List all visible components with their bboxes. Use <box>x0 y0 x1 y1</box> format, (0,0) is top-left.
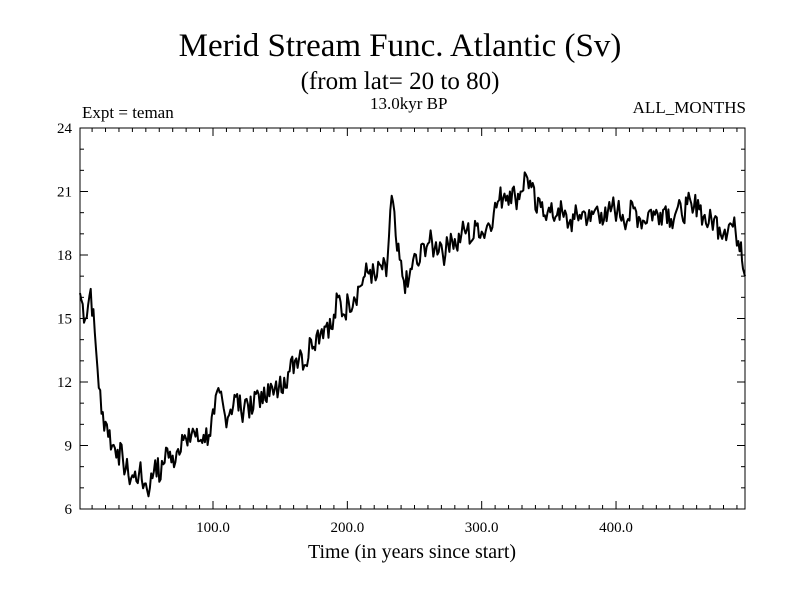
x-tick-label: 300.0 <box>465 520 499 536</box>
y-tick-label: 24 <box>57 121 73 137</box>
series-line <box>79 171 746 498</box>
y-tick-label: 21 <box>57 185 72 201</box>
epoch-label: 13.0kyr BP <box>370 94 448 113</box>
y-tick-label: 15 <box>57 312 72 328</box>
x-axis-label: Time (in years since start) <box>308 541 516 563</box>
y-tick-label: 18 <box>57 248 72 264</box>
x-tick-label: 400.0 <box>599 520 633 536</box>
y-tick-label: 9 <box>65 439 73 455</box>
y-tick-label: 6 <box>65 502 73 518</box>
y-tick-label: 12 <box>57 375 72 391</box>
x-tick-label: 100.0 <box>196 520 230 536</box>
chart-title: Merid Stream Func. Atlantic (Sv) <box>178 28 622 64</box>
experiment-label: Expt = teman <box>82 103 174 122</box>
x-tick-label: 200.0 <box>330 520 364 536</box>
months-label: ALL_MONTHS <box>632 98 746 117</box>
chart-subtitle: (from lat= 20 to 80) <box>300 68 500 95</box>
y-tick-labels: 6 9 12 15 18 21 24 <box>57 121 73 518</box>
x-tick-labels: 100.0 200.0 300.0 400.0 <box>196 520 633 536</box>
